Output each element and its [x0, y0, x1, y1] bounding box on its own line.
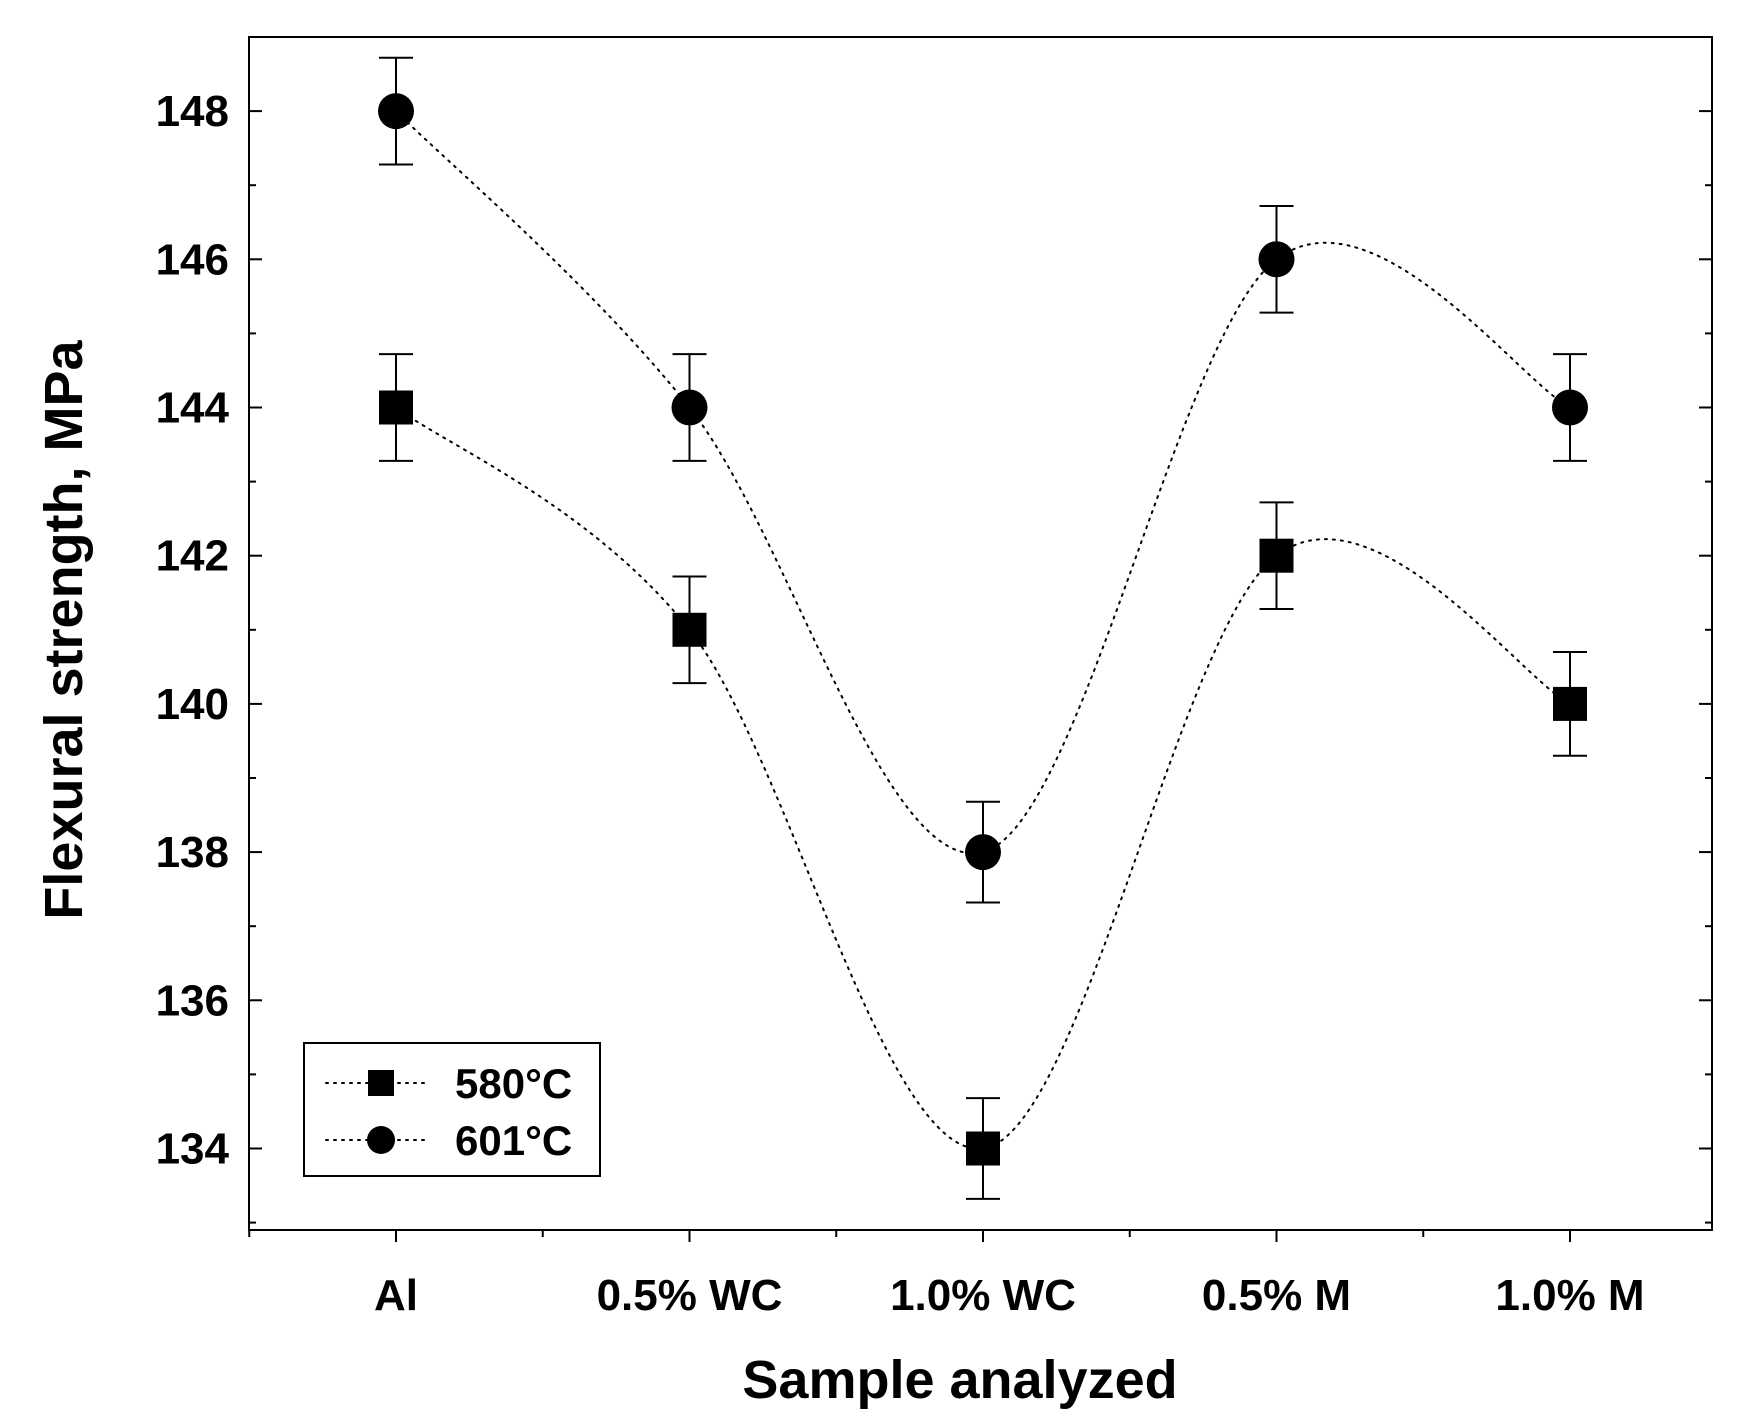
- data-point-circle: [965, 834, 1001, 871]
- data-point-circle: [671, 389, 708, 426]
- series-square: [379, 353, 1587, 1200]
- y-tick-label: 136: [156, 976, 229, 1025]
- x-axis-title: Sample analyzed: [742, 1350, 1177, 1410]
- y-axis-title: Flexural strength, MPa: [34, 339, 94, 919]
- legend: 580°C 601°C: [303, 1042, 601, 1177]
- x-axis-ticks: Al 0.5% WC 1.0% WC 0.5% M 1.0% M: [248, 1230, 1645, 1320]
- y-tick-label: 134: [156, 1124, 230, 1173]
- x-tick-label: Al: [374, 1271, 418, 1320]
- data-point-square: [966, 1131, 1000, 1166]
- series-layer: [378, 56, 1588, 1200]
- data-point-circle: [1552, 389, 1588, 426]
- data-point-circle: [1258, 241, 1295, 278]
- legend-box: [303, 1042, 601, 1177]
- data-point-square: [1553, 686, 1587, 721]
- series-line: [395, 110, 1571, 855]
- series-circle: [378, 56, 1588, 904]
- data-point-square: [1259, 538, 1294, 573]
- data-point-square: [379, 390, 413, 425]
- y-axis-ticks: 134 136 138 140 142 144 146 148: [156, 36, 1712, 1224]
- plot-frame: [248, 36, 1713, 1231]
- x-tick-label: 0.5% M: [1202, 1271, 1351, 1320]
- y-tick-label: 148: [156, 87, 229, 136]
- y-tick-label: 146: [156, 235, 229, 284]
- data-point-square: [672, 612, 707, 647]
- legend-label: 580°C: [455, 1060, 572, 1107]
- y-tick-label: 138: [156, 828, 229, 877]
- y-tick-label: 142: [156, 532, 229, 581]
- series-line: [395, 406, 1571, 1150]
- y-tick-label: 140: [156, 680, 229, 729]
- legend-marker-circle: [367, 1126, 395, 1154]
- legend-marker-square: [368, 1070, 394, 1096]
- x-tick-label: 1.0% WC: [890, 1271, 1076, 1320]
- legend-label: 601°C: [455, 1117, 572, 1164]
- y-tick-label: 144: [156, 383, 230, 432]
- data-point-circle: [378, 93, 414, 130]
- x-tick-label: 0.5% WC: [597, 1271, 783, 1320]
- x-tick-label: 1.0% M: [1495, 1271, 1644, 1320]
